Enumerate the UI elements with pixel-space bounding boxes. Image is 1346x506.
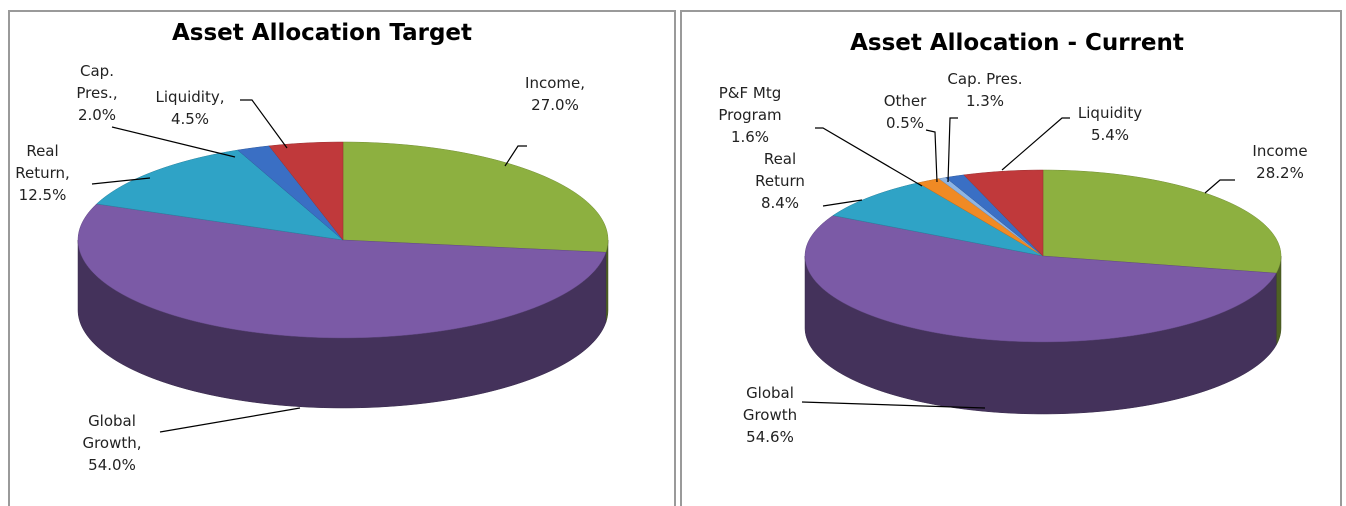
data-label: P&F Mtg Program 1.6% (700, 82, 800, 148)
leader-line (159, 407, 301, 433)
slice-top (342, 141, 609, 253)
label-value: 27.0% (531, 96, 579, 114)
label-value: 8.4% (760, 194, 800, 212)
data-label: Global Growth 54.6% (730, 382, 810, 448)
slice-top (945, 174, 1044, 257)
slice-top (832, 182, 1044, 257)
slice (237, 145, 344, 241)
leader-line (240, 99, 288, 149)
slice-top (1042, 169, 1282, 274)
label-value: 54.0% (88, 456, 136, 474)
data-label: Liquidity, 4.5% (140, 86, 240, 130)
data-label: Cap. Pres., 2.0% (72, 60, 122, 126)
slice-top (96, 149, 344, 241)
slice-side (605, 239, 609, 323)
slice (945, 174, 1044, 257)
slice (963, 169, 1044, 257)
label-name: Income, (525, 74, 585, 92)
chart-title: Asset Allocation Target (172, 20, 472, 46)
slice (1042, 169, 1282, 346)
leader-line (822, 199, 863, 207)
label-name: Cap. Pres., (76, 62, 118, 102)
leader-line (815, 127, 923, 187)
slice-top (963, 169, 1044, 257)
slice-top (804, 215, 1277, 343)
leader-line (947, 117, 958, 183)
data-label: Liquidity 5.4% (1060, 102, 1160, 146)
leader-line (1204, 179, 1235, 194)
chart-title: Asset Allocation - Current (850, 30, 1184, 56)
label-value: 28.2% (1256, 164, 1304, 182)
slice-top (917, 178, 1044, 257)
leader-line (91, 177, 151, 185)
slice-top (268, 141, 344, 241)
leader-line (111, 126, 236, 158)
label-name: Real Return (755, 150, 805, 190)
data-label: Income 28.2% (1235, 140, 1325, 184)
data-label: Real Return 8.4% (740, 148, 820, 214)
label-name: Income (1252, 142, 1308, 160)
leader-line (504, 145, 527, 167)
slice-top (237, 145, 344, 241)
slice (832, 182, 1044, 257)
label-value: 4.5% (170, 110, 210, 128)
slice (77, 203, 607, 409)
label-value: 12.5% (18, 186, 67, 204)
label-name: P&F Mtg Program (718, 84, 782, 124)
leader-line (801, 401, 986, 409)
label-name: Liquidity, (155, 88, 225, 106)
data-label: Cap. Pres. 1.3% (935, 68, 1035, 112)
slice (268, 141, 344, 241)
label-value: 1.6% (730, 128, 770, 146)
label-value: 0.5% (885, 114, 925, 132)
data-label: Income, 27.0% (505, 72, 605, 116)
data-label: Global Growth, 54.0% (72, 410, 152, 476)
label-name: Liquidity (1077, 104, 1143, 122)
slice (96, 149, 344, 241)
label-name: Global Growth, (82, 412, 142, 452)
data-label: Other 0.5% (875, 90, 935, 134)
leader-line (925, 129, 938, 183)
slice (917, 178, 1044, 257)
label-value: 2.0% (77, 106, 117, 124)
label-name: Other (883, 92, 927, 110)
label-name: Global Growth (742, 384, 798, 424)
slice (804, 215, 1277, 415)
leader-line (1001, 117, 1070, 171)
label-name: Real Return, (15, 142, 70, 182)
label-value: 5.4% (1090, 126, 1130, 144)
label-name: Cap. Pres. (947, 70, 1023, 88)
label-value: 1.3% (965, 92, 1005, 110)
data-label: Real Return, 12.5% (5, 140, 80, 206)
slice-top (77, 203, 607, 339)
label-value: 54.6% (746, 428, 794, 446)
